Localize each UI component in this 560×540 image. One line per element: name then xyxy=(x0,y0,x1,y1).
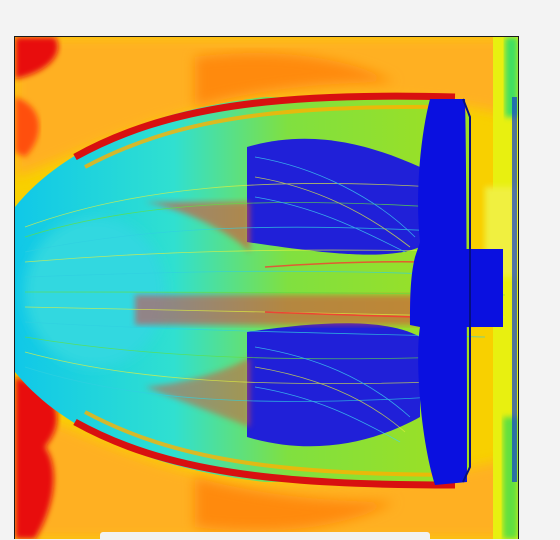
flow-body xyxy=(15,92,475,489)
solid-body xyxy=(410,97,517,485)
streamline-plot xyxy=(15,37,518,539)
streamlines xyxy=(24,156,506,443)
bottom-bar-remnant xyxy=(100,532,430,540)
cfd-visualization-panel xyxy=(14,36,519,539)
